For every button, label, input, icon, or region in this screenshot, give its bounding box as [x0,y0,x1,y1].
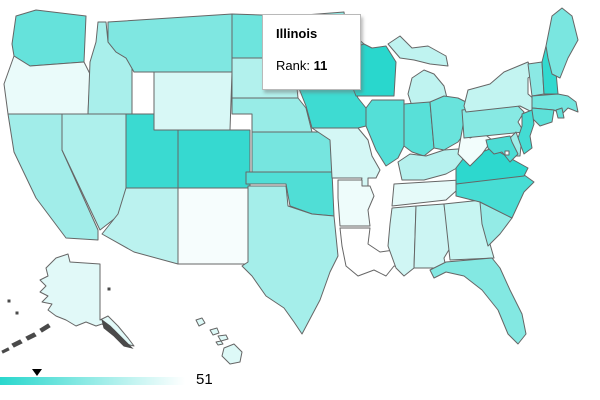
legend-gradient-bar [0,377,185,385]
tooltip-rank-value: 11 [313,58,328,73]
coastline-detail [25,332,37,341]
tooltip: Illinois Rank: 11 [262,14,361,90]
state-ar[interactable] [337,179,375,227]
state-tx[interactable] [241,185,339,335]
state-in[interactable] [403,101,435,157]
state-wa[interactable] [11,9,87,67]
state-or[interactable] [3,55,91,115]
coastline-detail [107,287,111,291]
coastline-detail [15,311,19,315]
tooltip-rank-label: Rank: [276,58,310,73]
coastline-detail [11,339,23,348]
coastline-detail [7,299,11,303]
tooltip-state-name: Illinois [276,26,318,41]
state-me[interactable] [545,7,579,79]
state-ny[interactable] [463,61,543,113]
state-ct[interactable] [531,107,555,127]
legend-marker-triangle-icon [32,369,42,376]
state-ak[interactable] [39,253,135,347]
state-nj[interactable] [517,109,535,155]
state-hi[interactable] [195,317,243,365]
state-dc[interactable] [504,150,510,156]
tooltip-rank-line: Rank: 11 [276,58,352,73]
legend-max-label: 51 [196,371,213,388]
state-ri[interactable] [555,107,565,119]
state-co[interactable] [177,129,251,189]
state-fl[interactable] [429,257,527,345]
state-wy[interactable] [153,71,233,131]
state-vt[interactable] [527,61,545,97]
coastline-detail [1,347,10,354]
state-md[interactable] [485,135,519,163]
state-mo[interactable] [311,127,381,187]
coastline-detail [39,323,51,333]
state-ne[interactable] [231,97,313,133]
coastline-detail [101,318,134,349]
state-ks[interactable] [251,131,333,173]
state-nm[interactable] [177,187,251,265]
